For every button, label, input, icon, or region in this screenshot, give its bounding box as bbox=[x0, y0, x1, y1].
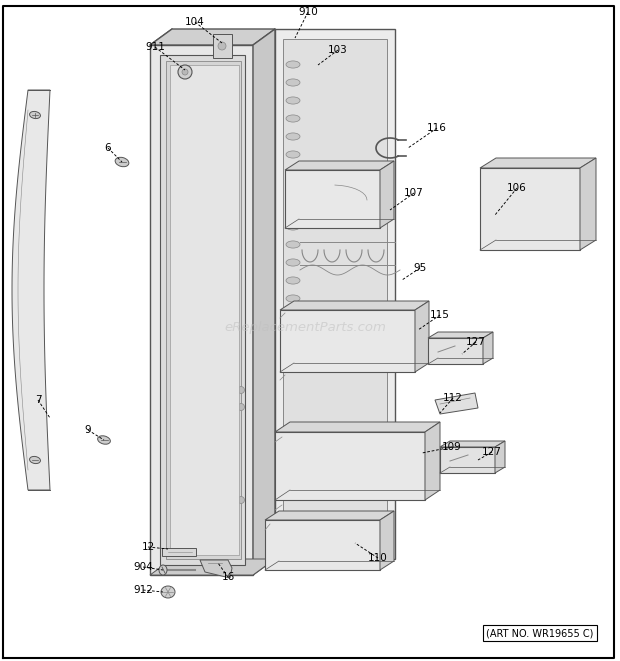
Circle shape bbox=[237, 496, 244, 504]
Polygon shape bbox=[280, 301, 429, 310]
Polygon shape bbox=[162, 548, 196, 556]
Circle shape bbox=[182, 69, 188, 75]
Text: 9: 9 bbox=[85, 425, 91, 435]
Polygon shape bbox=[440, 447, 495, 473]
Text: (ART NO. WR19655 C): (ART NO. WR19655 C) bbox=[486, 628, 594, 638]
Text: 106: 106 bbox=[507, 183, 527, 193]
Polygon shape bbox=[480, 158, 596, 168]
Text: 116: 116 bbox=[427, 123, 447, 133]
Polygon shape bbox=[428, 332, 493, 338]
Text: eReplacementParts.com: eReplacementParts.com bbox=[224, 321, 386, 334]
Polygon shape bbox=[160, 55, 245, 565]
Polygon shape bbox=[285, 161, 394, 170]
Ellipse shape bbox=[286, 349, 300, 356]
Polygon shape bbox=[265, 511, 394, 520]
Polygon shape bbox=[425, 422, 440, 500]
Polygon shape bbox=[483, 332, 493, 364]
Text: 112: 112 bbox=[443, 393, 463, 403]
Polygon shape bbox=[170, 65, 239, 555]
Text: 7: 7 bbox=[35, 395, 42, 405]
Ellipse shape bbox=[286, 115, 300, 122]
Ellipse shape bbox=[286, 223, 300, 230]
Ellipse shape bbox=[30, 457, 40, 463]
Polygon shape bbox=[150, 29, 275, 45]
Polygon shape bbox=[275, 29, 395, 559]
Text: 110: 110 bbox=[368, 553, 388, 563]
Polygon shape bbox=[200, 560, 232, 578]
Ellipse shape bbox=[286, 169, 300, 176]
Polygon shape bbox=[380, 511, 394, 570]
Ellipse shape bbox=[30, 112, 40, 118]
Polygon shape bbox=[275, 432, 425, 500]
Text: 6: 6 bbox=[105, 143, 112, 153]
Polygon shape bbox=[285, 170, 380, 228]
Polygon shape bbox=[213, 34, 232, 58]
Ellipse shape bbox=[159, 565, 167, 575]
Text: 103: 103 bbox=[328, 45, 348, 55]
Text: 107: 107 bbox=[404, 188, 424, 198]
Ellipse shape bbox=[286, 151, 300, 158]
Polygon shape bbox=[435, 393, 478, 414]
Ellipse shape bbox=[97, 436, 110, 444]
Text: 904: 904 bbox=[133, 562, 153, 572]
Text: 109: 109 bbox=[442, 442, 462, 452]
Text: 912: 912 bbox=[133, 585, 153, 595]
Ellipse shape bbox=[286, 277, 300, 284]
Text: 127: 127 bbox=[466, 337, 486, 347]
Polygon shape bbox=[380, 161, 394, 228]
Ellipse shape bbox=[286, 133, 300, 140]
Ellipse shape bbox=[161, 586, 175, 598]
Circle shape bbox=[237, 387, 244, 393]
Text: 115: 115 bbox=[430, 310, 450, 320]
Ellipse shape bbox=[286, 313, 300, 320]
Ellipse shape bbox=[286, 205, 300, 212]
Circle shape bbox=[218, 42, 226, 50]
Text: 104: 104 bbox=[185, 17, 205, 27]
Polygon shape bbox=[150, 559, 275, 575]
Polygon shape bbox=[283, 39, 387, 549]
Ellipse shape bbox=[286, 331, 300, 338]
Polygon shape bbox=[580, 158, 596, 250]
Text: 127: 127 bbox=[482, 447, 502, 457]
Ellipse shape bbox=[286, 241, 300, 248]
Ellipse shape bbox=[115, 157, 129, 167]
Text: 910: 910 bbox=[298, 7, 318, 17]
Text: 16: 16 bbox=[221, 572, 234, 582]
Text: 911: 911 bbox=[145, 42, 165, 52]
Ellipse shape bbox=[286, 295, 300, 302]
Text: 12: 12 bbox=[141, 542, 154, 552]
Circle shape bbox=[178, 65, 192, 79]
Ellipse shape bbox=[286, 79, 300, 86]
Polygon shape bbox=[415, 301, 429, 372]
Polygon shape bbox=[265, 520, 380, 570]
Ellipse shape bbox=[286, 97, 300, 104]
Ellipse shape bbox=[286, 187, 300, 194]
Polygon shape bbox=[480, 168, 580, 250]
Polygon shape bbox=[440, 441, 505, 447]
Polygon shape bbox=[12, 90, 50, 490]
Polygon shape bbox=[428, 338, 483, 364]
Ellipse shape bbox=[286, 259, 300, 266]
Polygon shape bbox=[280, 310, 415, 372]
Polygon shape bbox=[150, 45, 253, 575]
Polygon shape bbox=[166, 61, 241, 559]
Text: 95: 95 bbox=[414, 263, 427, 273]
Polygon shape bbox=[495, 441, 505, 473]
Polygon shape bbox=[253, 29, 275, 575]
Ellipse shape bbox=[286, 61, 300, 68]
Circle shape bbox=[237, 403, 244, 410]
Polygon shape bbox=[275, 422, 440, 432]
